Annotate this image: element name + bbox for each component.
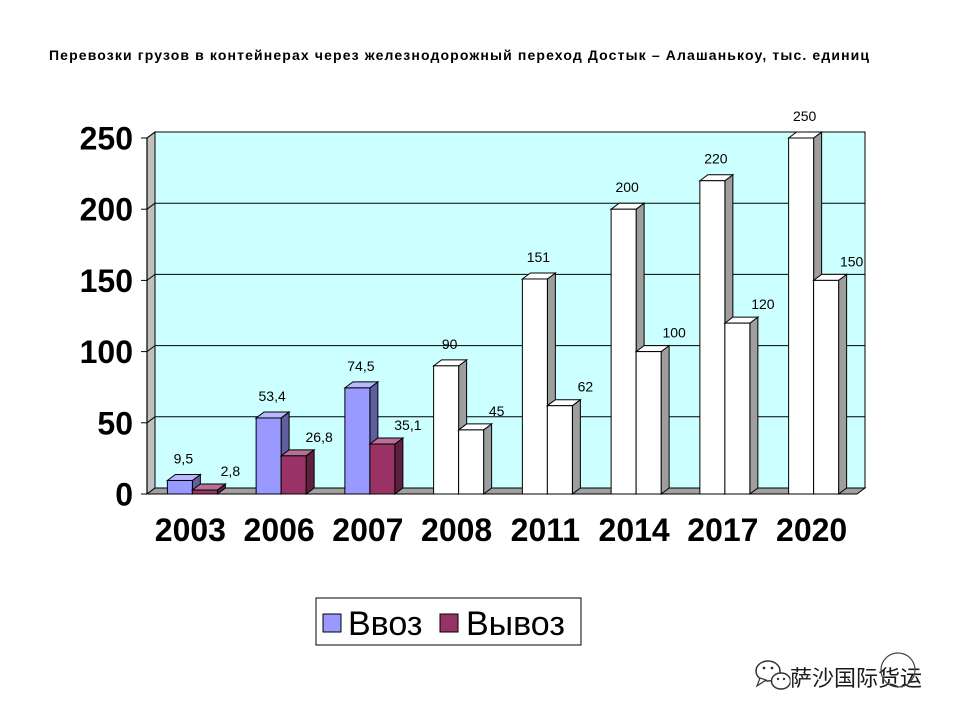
data-label-import-2008: 90 — [442, 336, 458, 352]
data-label-import-2003: 9,5 — [174, 450, 194, 466]
legend-label-import: Ввоз — [348, 605, 422, 643]
bar-front-face — [458, 429, 485, 495]
data-label-export-2014: 100 — [662, 325, 686, 341]
side-wall-gridline — [146, 131, 156, 139]
x-tick-label-2007: 2007 — [332, 512, 403, 548]
bar-front-face — [344, 387, 371, 495]
y-tick-label-250: 250 — [80, 121, 133, 157]
y-tick-label-50: 50 — [97, 405, 133, 441]
bar-side-face — [838, 273, 848, 495]
data-label-export-2006: 26,8 — [306, 429, 333, 445]
side-wall-gridline — [146, 273, 156, 281]
data-label-import-2006: 53,4 — [259, 388, 286, 404]
y-tick-label-0: 0 — [115, 477, 133, 513]
bar-front-face — [255, 417, 282, 495]
bar-side-face — [394, 437, 404, 495]
bar-export-2014 — [634, 344, 671, 495]
data-label-export-2011: 62 — [578, 379, 594, 395]
logo-bubble-small — [770, 672, 792, 690]
bar-front-face — [635, 351, 662, 495]
legend-label-export: Вывоз — [466, 605, 565, 643]
logo-eye — [782, 677, 786, 681]
bar-front-face — [813, 279, 840, 495]
axes: 0 50 100 150 200 250 2003 2006 2007 2008 2011 2014 2… — [80, 121, 857, 548]
data-label-import-2014: 200 — [615, 179, 639, 195]
bar-front-face — [724, 322, 751, 495]
bar-import-2006 — [254, 410, 291, 495]
bar-side-face — [749, 316, 759, 495]
x-tick-label-2017: 2017 — [687, 512, 758, 548]
watermark-text: 萨沙国际货运 — [790, 667, 922, 692]
bar-side-face — [305, 448, 315, 495]
data-label-export-2020: 150 — [840, 253, 864, 269]
data-label-import-2020: 250 — [793, 108, 817, 124]
data-label-import-2017: 220 — [704, 151, 728, 167]
side-wall-gridline — [146, 416, 156, 424]
bar-front-face — [191, 489, 218, 495]
logo-bubble-tail — [755, 677, 768, 688]
data-label-export-2003: 2,8 — [221, 463, 241, 479]
legend-swatch-export — [439, 613, 459, 633]
bar-front-face — [788, 137, 815, 495]
logo-eye — [762, 666, 766, 670]
bar-front-face — [546, 405, 573, 495]
bar-export-2006 — [279, 448, 316, 495]
x-tick-label-2003: 2003 — [155, 512, 226, 548]
x-tick-label-2006: 2006 — [244, 512, 315, 548]
side-wall-gridline — [146, 345, 156, 353]
x-tick-label-2011: 2011 — [511, 512, 580, 548]
data-label-export-2017: 120 — [751, 296, 775, 312]
bar-front-face — [280, 455, 307, 495]
x-tick-label-2020: 2020 — [776, 512, 847, 548]
bar-export-2003 — [190, 483, 227, 495]
data-label-export-2008: 45 — [489, 403, 505, 419]
bar-export-2017 — [723, 316, 760, 495]
data-label-import-2011: 151 — [527, 249, 551, 265]
bar-export-2020 — [812, 273, 849, 495]
side-wall-gridline — [146, 202, 156, 210]
plot-side-wall — [146, 131, 156, 495]
bar-side-face — [571, 398, 581, 495]
x-tick-label-2008: 2008 — [421, 512, 492, 548]
data-label-import-2007: 74,5 — [347, 358, 374, 374]
bar-export-2011 — [545, 398, 582, 495]
data-labels: 9,5 2,8 53,4 26,8 74,5 35,1 90 45 151 62 200 100 220… — [174, 108, 864, 479]
watermark: 萨沙国际货运 — [755, 652, 924, 694]
y-tick-label-150: 150 — [80, 263, 133, 299]
wechat-logo-icon — [755, 660, 792, 690]
bar-front-face — [699, 180, 726, 495]
bar-front-face — [610, 208, 637, 495]
logo-eye — [770, 666, 774, 670]
data-label-export-2007: 35,1 — [394, 417, 421, 433]
y-tick-label-100: 100 — [80, 334, 133, 370]
bar-front-face — [433, 365, 460, 495]
legend-swatch-import — [322, 613, 342, 633]
logo-eye — [776, 677, 780, 681]
y-tick-label-200: 200 — [80, 192, 133, 228]
watermark-circle — [880, 652, 916, 688]
chart-title: Перевозки грузов в контейнерах через жел… — [49, 47, 869, 63]
x-tick-label-2014: 2014 — [599, 512, 670, 548]
bar-front-face — [166, 479, 193, 495]
bars — [165, 131, 849, 495]
legend: Ввоз Вывоз — [315, 597, 582, 646]
bar-export-2007 — [368, 437, 405, 495]
bar-side-face — [660, 344, 670, 495]
bar-export-2008 — [457, 422, 494, 495]
bar-front-face — [369, 443, 396, 495]
bar-side-face — [483, 422, 493, 495]
bar-front-face — [521, 278, 548, 495]
